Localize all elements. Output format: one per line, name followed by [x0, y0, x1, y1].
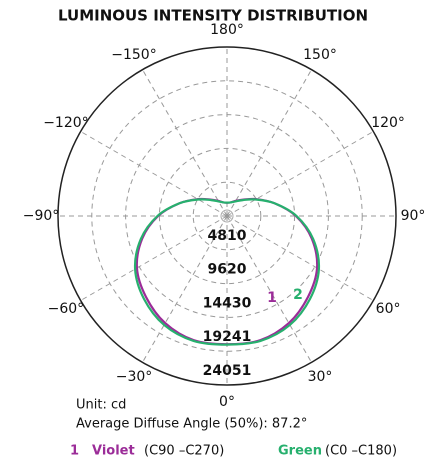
angle-tick-label: 180° — [210, 22, 244, 38]
angle-tick-label: 30° — [308, 369, 333, 385]
intensity-curve — [133, 198, 321, 346]
angle-tick-label: −90° — [23, 208, 60, 224]
chart-title: LUMINOUS INTENSITY DISTRIBUTION — [58, 7, 368, 25]
legend-name: Violet — [92, 444, 135, 459]
grid-spoke — [226, 131, 374, 217]
grid-ring — [192, 181, 262, 251]
angle-tick-label: 150° — [303, 47, 337, 63]
grid-spoke — [80, 215, 228, 301]
r-tick-label: 24051 — [203, 363, 252, 379]
r-tick-label: 4810 — [208, 228, 247, 244]
grid-spoke — [142, 69, 228, 217]
legend-marker: 1 — [70, 444, 79, 459]
legend-subtitle: (C0 –C180) — [325, 444, 397, 459]
angle-tick-label: 60° — [376, 301, 401, 317]
angle-tick-label: 90° — [401, 208, 426, 224]
grid-spoke — [226, 69, 312, 217]
grid-spoke — [142, 215, 228, 363]
angle-tick-label: −150° — [111, 47, 156, 63]
unit: Unit: cd — [76, 398, 126, 413]
angle-tick-label: −30° — [116, 369, 153, 385]
r-tick-label: 19241 — [203, 329, 252, 345]
r-tick-label: 14430 — [203, 295, 252, 311]
average-angle: Average Diffuse Angle (50%): 87.2° — [76, 417, 307, 432]
angle-tick-label: 0° — [219, 394, 235, 410]
legend-name: Green — [278, 444, 322, 459]
r-tick-label: 9620 — [208, 262, 247, 278]
grid-spoke — [80, 131, 228, 217]
center-ring — [220, 209, 234, 223]
legend-subtitle: (C90 –C270) — [144, 444, 224, 459]
curve-label: 2 — [293, 287, 303, 303]
curve-label: 1 — [267, 290, 277, 306]
grid-spoke — [226, 215, 312, 363]
angle-tick-label: 120° — [371, 115, 405, 131]
grid-spoke — [226, 215, 374, 301]
angle-tick-label: −60° — [48, 301, 85, 317]
polar-frame — [57, 46, 397, 386]
angle-tick-label: −120° — [43, 115, 88, 131]
